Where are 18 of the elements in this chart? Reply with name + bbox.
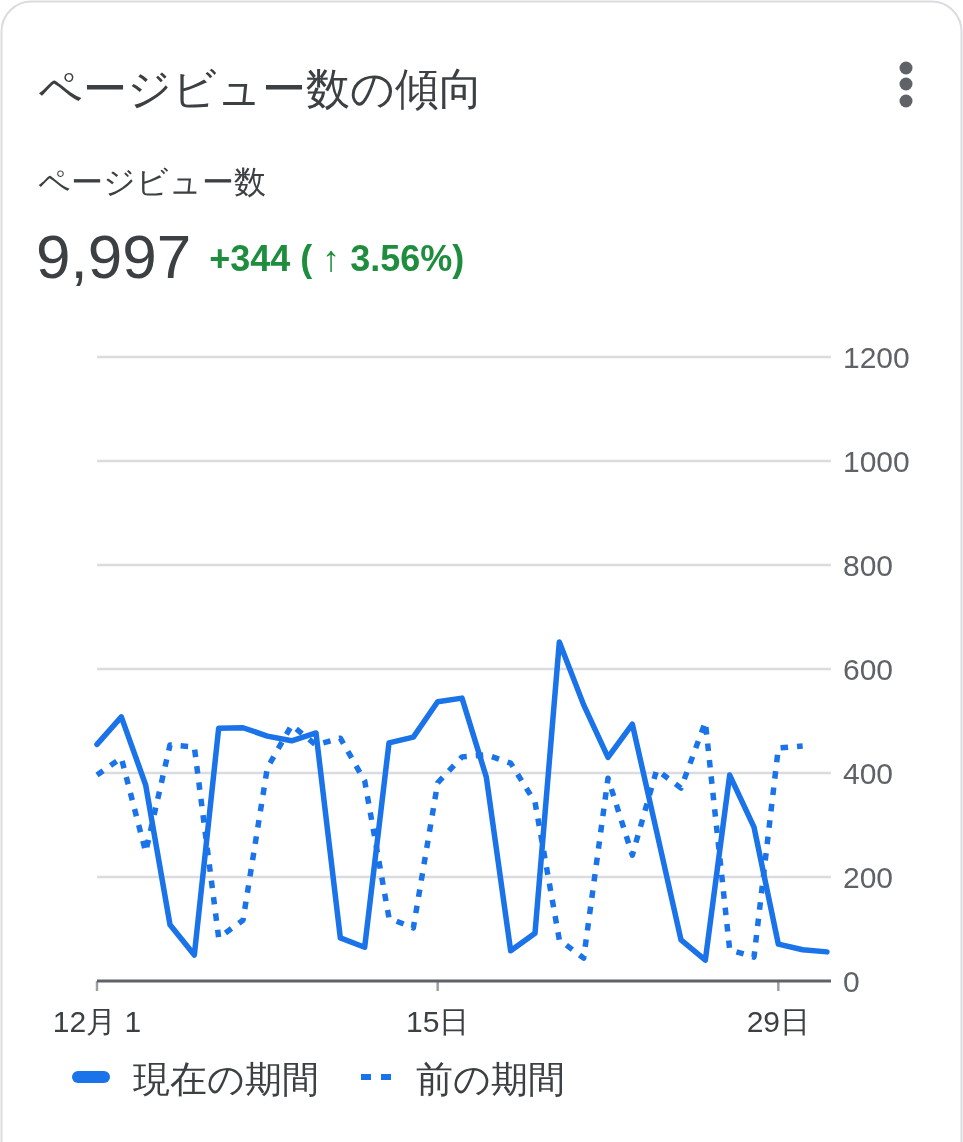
ytick-label: 400 xyxy=(843,756,894,790)
ytick-label: 0 xyxy=(843,964,860,998)
ytick-label: 200 xyxy=(843,860,894,894)
legend-label: 前の期間 xyxy=(416,1059,565,1100)
ytick-label: 1200 xyxy=(843,340,910,374)
annotation: +344 ( ↑ 3.56%) xyxy=(209,238,465,279)
annotation: 9,997 xyxy=(36,222,192,291)
legend-item: 現在の期間 xyxy=(72,1059,319,1100)
ytick-label: 600 xyxy=(843,652,894,686)
subtitle: ページビュー数 xyxy=(38,164,266,200)
legend-item: 前の期間 xyxy=(361,1059,565,1100)
xtick-label: 15日 xyxy=(406,1005,470,1038)
legend-label: 現在の期間 xyxy=(133,1059,319,1100)
xtick-label: 29日 xyxy=(746,1005,810,1038)
title: ページビュー数の傾向 xyxy=(38,64,483,113)
xtick-label: 12月 1 xyxy=(52,1005,142,1038)
ytick-label: 1000 xyxy=(843,444,910,478)
ytick-label: 800 xyxy=(843,548,894,582)
